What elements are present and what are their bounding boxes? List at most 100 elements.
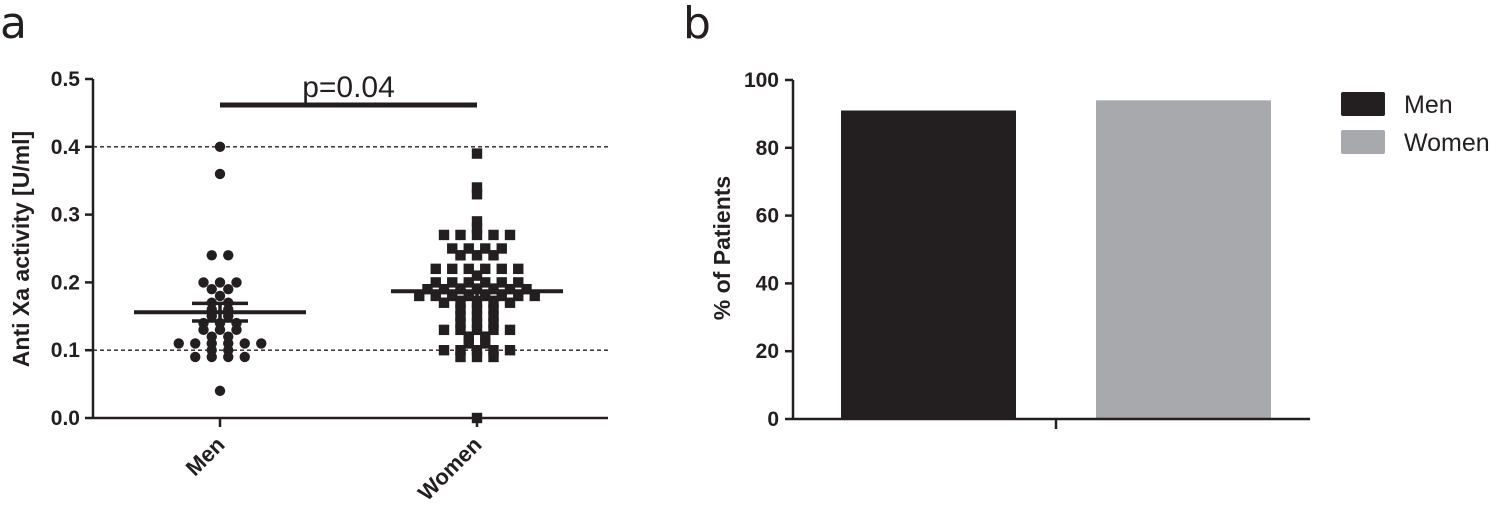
data-point-women <box>471 182 483 193</box>
scatter-chart-anti-xa: 0.0 0.1 0.2 0.3 0.4 0.5 Anti Xa activity [U/ml… <box>8 68 608 505</box>
data-point-men <box>256 338 267 349</box>
y-tick-label: 0.1 <box>51 339 81 362</box>
data-point-women <box>463 277 474 288</box>
data-point-women <box>488 304 499 315</box>
legend-label-men: Men <box>1404 91 1453 119</box>
data-point-men <box>206 250 217 261</box>
data-point-women <box>455 351 466 363</box>
data-point-women <box>430 277 441 288</box>
data-point-women <box>471 270 483 281</box>
y-tick-label: 0.3 <box>51 204 80 227</box>
y-tick-label: 0 <box>767 408 779 431</box>
data-point-women <box>471 324 483 336</box>
data-point-men <box>206 283 217 295</box>
data-point-women <box>529 290 540 302</box>
data-point-women <box>422 283 433 295</box>
data-point-women <box>513 263 524 275</box>
data-point-men <box>231 324 242 336</box>
data-point-women <box>471 317 483 329</box>
data-point-women <box>488 317 499 329</box>
data-point-women <box>455 345 466 356</box>
data-point-men <box>223 351 234 363</box>
legend-label-women: Women <box>1404 129 1490 157</box>
y-tick-label: 0.4 <box>51 136 81 159</box>
y-tick-label: 60 <box>756 205 779 228</box>
data-point-women <box>471 148 483 159</box>
data-point-men <box>190 351 201 363</box>
data-point-women <box>471 189 483 200</box>
data-point-men <box>214 385 226 397</box>
data-point-women <box>455 297 466 308</box>
data-point-women <box>455 317 466 329</box>
data-point-women <box>496 277 507 288</box>
data-point-women <box>430 263 441 275</box>
data-point-women <box>455 229 466 241</box>
data-point-men <box>198 324 209 336</box>
data-point-men <box>214 324 226 336</box>
data-point-women <box>488 345 499 356</box>
data-point-women <box>471 216 483 227</box>
data-point-women <box>488 297 499 308</box>
data-point-women <box>488 229 499 241</box>
bar-chart-patients: 0 20 40 60 80 100 % of Patients Men Women <box>709 69 1490 431</box>
y-tick-label: 20 <box>756 340 779 363</box>
data-point-men <box>206 351 217 363</box>
data-point-women <box>471 229 483 241</box>
bar-women <box>1096 100 1271 419</box>
data-point-women <box>480 331 491 342</box>
data-point-women <box>488 351 499 363</box>
y-tick-label: 0.0 <box>51 407 80 430</box>
data-point-men <box>190 338 201 349</box>
data-point-women <box>430 290 441 302</box>
data-point-women <box>463 263 474 275</box>
data-point-women <box>463 243 474 254</box>
data-point-women <box>488 311 499 322</box>
bar-men <box>841 110 1016 419</box>
data-point-women <box>471 345 483 356</box>
data-point-women <box>504 283 516 295</box>
data-point-women <box>463 331 474 342</box>
data-point-women <box>471 412 483 424</box>
data-point-men <box>239 351 250 363</box>
data-point-men <box>214 277 226 288</box>
data-point-women <box>504 324 516 336</box>
data-point-men <box>214 141 226 152</box>
data-point-women <box>471 304 483 315</box>
panel-label-b: b <box>683 0 711 49</box>
x-tick-label: Men <box>181 432 230 481</box>
y-tick-label: 40 <box>756 272 779 295</box>
data-point-women <box>447 263 458 275</box>
data-point-women <box>488 324 499 336</box>
data-point-women <box>471 250 483 261</box>
y-tick-label: 80 <box>756 137 779 160</box>
data-point-women <box>438 229 450 241</box>
data-point-women <box>471 222 483 234</box>
data-point-women <box>480 338 491 349</box>
data-point-women <box>414 290 425 302</box>
y-tick-label: 0.5 <box>51 68 81 91</box>
data-point-women <box>455 311 466 322</box>
data-point-women <box>521 283 532 295</box>
data-point-men <box>231 277 242 288</box>
data-point-men <box>173 338 184 349</box>
data-point-women <box>496 263 507 275</box>
data-point-women <box>513 290 524 302</box>
y-tick-label: 100 <box>744 69 779 92</box>
data-point-women <box>455 304 466 315</box>
data-point-women <box>455 283 466 295</box>
data-point-women <box>488 283 499 295</box>
data-point-women <box>480 277 491 288</box>
data-point-women <box>471 351 483 363</box>
data-point-women <box>480 243 491 254</box>
data-point-women <box>438 283 450 295</box>
y-axis-title: % of Patients <box>709 176 735 320</box>
panel-label-a: a <box>0 0 27 49</box>
data-point-women <box>496 243 507 254</box>
data-point-women <box>438 345 450 356</box>
data-point-women <box>438 324 450 336</box>
data-point-men <box>239 338 250 349</box>
x-tick-label: Women <box>413 432 487 506</box>
data-point-women <box>447 277 458 288</box>
legend-swatch-men <box>1341 92 1385 116</box>
